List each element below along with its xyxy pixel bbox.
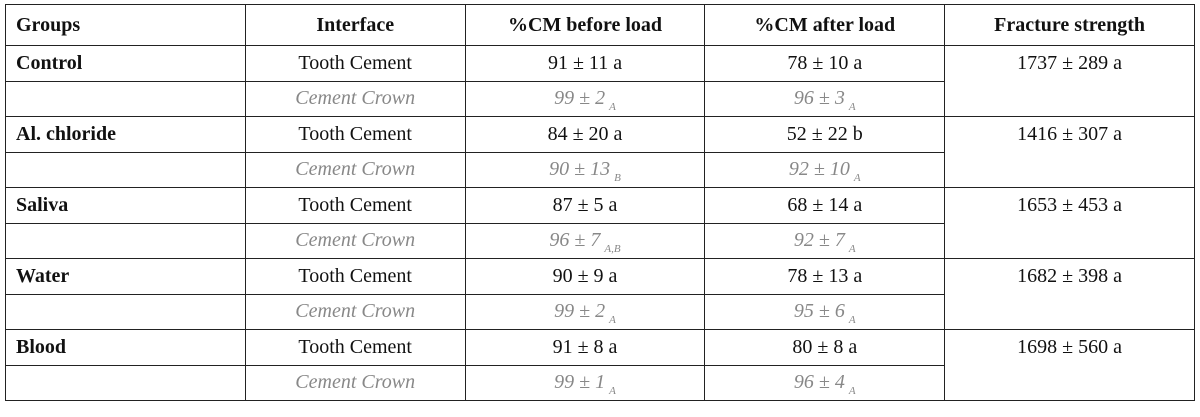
value-text: 96 ± 7 bbox=[549, 229, 601, 252]
table-row: Water Tooth Cement 90 ± 9 a 78 ± 13 a 1682 ±… bbox=[5, 258, 1195, 330]
value-cell: 84 ± 20 a bbox=[464, 116, 706, 153]
value-text: 78 ± 13 a bbox=[787, 264, 863, 287]
empty-cell bbox=[5, 222, 246, 259]
header-row: Groups Interface %CM before load %CM after … bbox=[5, 4, 1195, 46]
value-cell: 92 ± 10 A bbox=[704, 151, 946, 188]
empty-cell bbox=[5, 293, 246, 330]
fracture-cell: 1698 ± 560 a bbox=[944, 329, 1195, 401]
empty-cell bbox=[5, 364, 246, 401]
value-text: 95 ± 6 bbox=[793, 300, 845, 323]
value-text: 52 ± 22 b bbox=[786, 122, 863, 145]
value-cell: 91 ± 8 a bbox=[464, 329, 706, 366]
table-row: Blood Tooth Cement 91 ± 8 a 80 ± 8 a 1698 ± … bbox=[5, 329, 1195, 401]
value-cell: 90 ± 13 B bbox=[464, 151, 706, 188]
value-cell: 87 ± 5 a bbox=[464, 187, 706, 224]
group-cell: Al. chloride bbox=[5, 116, 246, 153]
table-row: Saliva Tooth Cement 87 ± 5 a 68 ± 14 a 1653 … bbox=[5, 187, 1195, 259]
fracture-cell: 1682 ± 398 a bbox=[944, 258, 1195, 330]
value-cell: 78 ± 10 a bbox=[704, 45, 946, 82]
value-text: 91 ± 8 a bbox=[552, 335, 618, 358]
fracture-cell: 1653 ± 453 a bbox=[944, 187, 1195, 259]
table-row: Control Tooth Cement 91 ± 11 a 78 ± 10 a 173… bbox=[5, 45, 1195, 117]
value-subscript: A bbox=[848, 101, 856, 114]
value-subscript: B bbox=[614, 172, 621, 185]
interface-cell: Cement Crown bbox=[244, 364, 466, 401]
group-cell: Saliva bbox=[5, 187, 246, 224]
value-text: 92 ± 7 bbox=[793, 229, 845, 252]
value-cell: 52 ± 22 b bbox=[704, 116, 946, 153]
value-subscript: A bbox=[848, 385, 856, 398]
value-text: 99 ± 2 bbox=[554, 87, 606, 110]
group-cell: Blood bbox=[5, 329, 246, 366]
value-cell: 96 ± 7 A,B bbox=[464, 222, 706, 259]
empty-cell bbox=[5, 151, 246, 188]
data-table: Groups Interface %CM before load %CM after … bbox=[5, 4, 1195, 401]
table-row: Cement Crown 90 ± 13 B 92 ± 10 A bbox=[5, 151, 1195, 188]
value-subscript: A bbox=[609, 314, 616, 327]
value-cell: 80 ± 8 a bbox=[704, 329, 946, 366]
value-text: 78 ± 10 a bbox=[787, 51, 863, 74]
value-text: 80 ± 8 a bbox=[792, 335, 858, 358]
header-cell: Groups bbox=[5, 4, 246, 46]
value-subscript: A bbox=[848, 243, 856, 256]
value-text: 99 ± 1 bbox=[554, 371, 606, 394]
interface-cell: Cement Crown bbox=[244, 80, 466, 117]
table-row: Al. chloride Tooth Cement 84 ± 20 a 52 ± 22… bbox=[5, 116, 1195, 188]
value-text: 68 ± 14 a bbox=[787, 193, 863, 216]
interface-cell: Cement Crown bbox=[244, 222, 466, 259]
value-subscript: A,B bbox=[604, 243, 621, 256]
header-cell: %CM before load bbox=[464, 4, 706, 46]
header-cell: %CM after load bbox=[704, 4, 946, 46]
interface-cell: Cement Crown bbox=[244, 151, 466, 188]
interface-cell: Tooth Cement bbox=[244, 187, 466, 224]
fracture-cell: 1737 ± 289 a bbox=[944, 45, 1195, 117]
interface-cell: Cement Crown bbox=[244, 293, 466, 330]
value-text: 99 ± 2 bbox=[554, 300, 606, 323]
value-subscript: A bbox=[609, 385, 616, 398]
interface-cell: Tooth Cement bbox=[244, 45, 466, 82]
empty-cell bbox=[5, 80, 246, 117]
value-text: 96 ± 3 bbox=[793, 87, 845, 110]
value-text: 91 ± 11 a bbox=[547, 51, 623, 74]
value-text: 92 ± 10 bbox=[788, 158, 850, 181]
value-text: 84 ± 20 a bbox=[547, 122, 623, 145]
interface-cell: Tooth Cement bbox=[244, 258, 466, 295]
value-text: 96 ± 4 bbox=[793, 371, 845, 394]
interface-cell: Tooth Cement bbox=[244, 329, 466, 366]
value-cell: 78 ± 13 a bbox=[704, 258, 946, 295]
header-cell: Interface bbox=[244, 4, 466, 46]
value-text: 87 ± 5 a bbox=[552, 193, 618, 216]
value-cell: 68 ± 14 a bbox=[704, 187, 946, 224]
value-text: 90 ± 13 bbox=[549, 158, 611, 181]
group-cell: Water bbox=[5, 258, 246, 295]
value-subscript: A bbox=[609, 101, 616, 114]
value-text: 90 ± 9 a bbox=[552, 264, 618, 287]
group-cell: Control bbox=[5, 45, 246, 82]
interface-cell: Tooth Cement bbox=[244, 116, 466, 153]
table-body: Control Tooth Cement 91 ± 11 a 78 ± 10 a 173… bbox=[5, 45, 1195, 401]
value-cell: 91 ± 11 a bbox=[464, 45, 706, 82]
value-subscript: A bbox=[853, 172, 861, 185]
value-cell: 90 ± 9 a bbox=[464, 258, 706, 295]
header-cell: Fracture strength bbox=[944, 4, 1195, 46]
fracture-cell: 1416 ± 307 a bbox=[944, 116, 1195, 188]
value-subscript: A bbox=[848, 314, 856, 327]
